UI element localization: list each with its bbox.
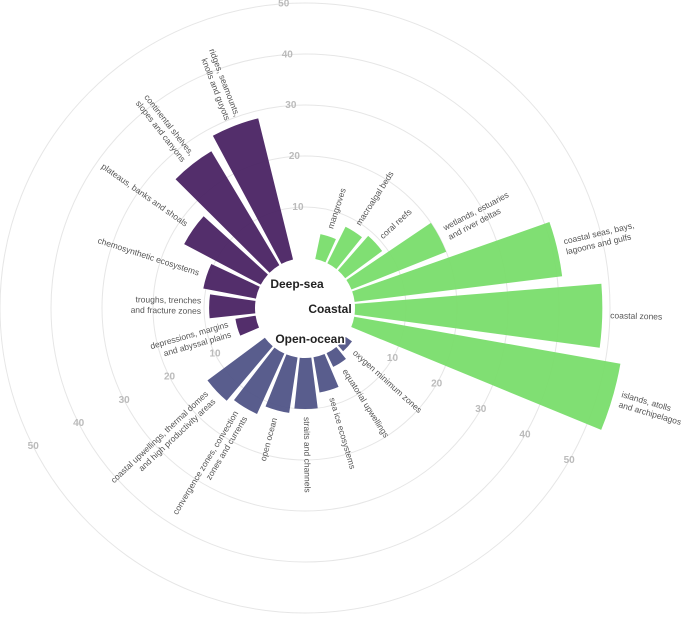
bar: [175, 151, 280, 273]
bar: [315, 234, 336, 263]
category-label: straits and channels: [302, 417, 313, 493]
bar: [235, 315, 260, 336]
category-label: chemosynthetic ecosystems: [97, 235, 201, 277]
group-label: Coastal: [308, 302, 351, 316]
category-label-line: chemosynthetic ecosystems: [97, 235, 201, 277]
category-label: open ocean: [258, 416, 279, 462]
bar: [337, 235, 383, 279]
category-label-line: straits and channels: [302, 417, 313, 493]
category-label: coastal seas, bays,lagoons and gulfs: [563, 220, 636, 256]
category-label-line: plateaus, banks and shoals: [100, 161, 190, 228]
bar: [313, 354, 339, 393]
bar: [326, 346, 346, 367]
bar: [338, 336, 353, 352]
bar: [351, 316, 621, 430]
group-label: Open-ocean: [275, 332, 344, 346]
category-label: macroalgal beds: [354, 169, 396, 227]
bar: [294, 357, 318, 410]
category-label-line: coastal zones: [610, 310, 662, 321]
r-tick-label: 40: [282, 49, 294, 60]
bar: [212, 118, 294, 264]
r-tick-label: 20: [289, 151, 301, 162]
category-label-line: coral reefs: [378, 207, 414, 241]
bar: [207, 337, 273, 401]
r-tick-label: 50: [278, 0, 290, 9]
bar: [203, 264, 260, 299]
r-tick-label: 30: [475, 404, 487, 415]
r-tick-label: 30: [285, 100, 297, 111]
bar: [184, 216, 268, 285]
category-label: ridges, seamounts,knolls and guyots: [199, 47, 242, 121]
bar: [209, 294, 256, 319]
category-label-line: mangroves: [325, 187, 348, 230]
bar: [327, 226, 362, 270]
r-tick-label: 20: [431, 379, 443, 390]
r-tick-label: 40: [73, 418, 85, 429]
r-tick-label: 50: [28, 441, 40, 452]
r-tick-label: 30: [119, 395, 131, 406]
category-label-line: open ocean: [258, 416, 279, 462]
category-label-line: macroalgal beds: [354, 169, 396, 227]
category-label-line: troughs, trenches: [135, 294, 201, 305]
r-tick-label: 10: [292, 202, 304, 213]
grid-circle: [0, 2, 611, 614]
bar: [233, 347, 285, 414]
r-tick-label: 40: [519, 430, 531, 441]
r-tick-label: 10: [387, 353, 399, 364]
bar: [354, 283, 603, 348]
category-label: plateaus, banks and shoals: [100, 161, 190, 228]
bar: [346, 222, 447, 290]
r-tick-label: 20: [164, 372, 176, 383]
group-label: Deep-sea: [270, 277, 324, 291]
category-label: coral reefs: [378, 207, 414, 241]
r-tick-label: 50: [564, 455, 576, 466]
bar: [265, 354, 298, 413]
category-label: sea ice ecosystems: [327, 396, 358, 470]
r-tick-label: 10: [209, 348, 221, 359]
category-label: coastal zones: [610, 310, 662, 321]
category-label-line: sea ice ecosystems: [327, 396, 358, 470]
category-label-line: and fracture zones: [131, 305, 202, 316]
category-label: continental shelves,slopes and canyons: [134, 92, 196, 163]
bar: [352, 222, 563, 302]
category-label: mangroves: [325, 187, 348, 230]
